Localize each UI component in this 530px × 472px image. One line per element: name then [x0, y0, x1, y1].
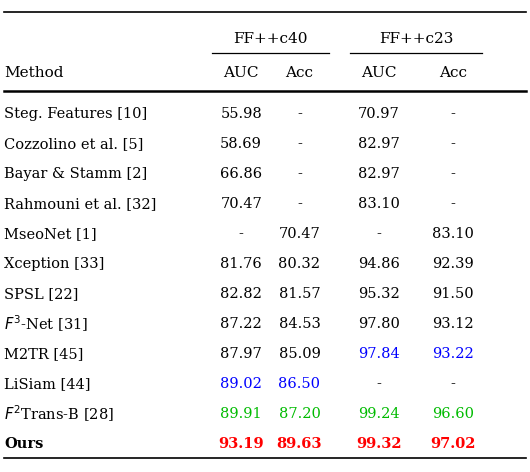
Text: Ours: Ours	[4, 437, 43, 451]
Text: 99.32: 99.32	[356, 437, 402, 451]
Text: -: -	[450, 107, 456, 121]
Text: 82.82: 82.82	[220, 287, 262, 301]
Text: -: -	[450, 137, 456, 151]
Text: AUC: AUC	[361, 66, 396, 80]
Text: 66.86: 66.86	[220, 167, 262, 181]
Text: 99.24: 99.24	[358, 407, 400, 421]
Text: -: -	[376, 377, 382, 391]
Text: LiSiam [44]: LiSiam [44]	[4, 377, 91, 391]
Text: FF++c23: FF++c23	[379, 32, 453, 46]
Text: 82.97: 82.97	[358, 167, 400, 181]
Text: 95.32: 95.32	[358, 287, 400, 301]
Text: 93.19: 93.19	[218, 437, 264, 451]
Text: -: -	[450, 167, 456, 181]
Text: 80.32: 80.32	[278, 257, 321, 271]
Text: 89.02: 89.02	[220, 377, 262, 391]
Text: 87.20: 87.20	[278, 407, 321, 421]
Text: 96.60: 96.60	[432, 407, 474, 421]
Text: -: -	[450, 377, 456, 391]
Text: 84.53: 84.53	[278, 317, 321, 331]
Text: Bayar & Stamm [2]: Bayar & Stamm [2]	[4, 167, 147, 181]
Text: 87.97: 87.97	[220, 347, 262, 361]
Text: MseoNet [1]: MseoNet [1]	[4, 227, 97, 241]
Text: M2TR [45]: M2TR [45]	[4, 347, 84, 361]
Text: Acc: Acc	[439, 66, 467, 80]
Text: 70.47: 70.47	[220, 197, 262, 211]
Text: FF++c40: FF++c40	[233, 32, 307, 46]
Text: 55.98: 55.98	[220, 107, 262, 121]
Text: 58.69: 58.69	[220, 137, 262, 151]
Text: 93.12: 93.12	[432, 317, 474, 331]
Text: $F^{2}$Trans-B [28]: $F^{2}$Trans-B [28]	[4, 404, 114, 424]
Text: -: -	[297, 167, 302, 181]
Text: 94.86: 94.86	[358, 257, 400, 271]
Text: -: -	[297, 197, 302, 211]
Text: SPSL [22]: SPSL [22]	[4, 287, 78, 301]
Text: 97.80: 97.80	[358, 317, 400, 331]
Text: -: -	[238, 227, 244, 241]
Text: 85.09: 85.09	[278, 347, 321, 361]
Text: $F^{3}$-Net [31]: $F^{3}$-Net [31]	[4, 314, 89, 334]
Text: Acc: Acc	[286, 66, 313, 80]
Text: 83.10: 83.10	[432, 227, 474, 241]
Text: -: -	[376, 227, 382, 241]
Text: 82.97: 82.97	[358, 137, 400, 151]
Text: Cozzolino et al. [5]: Cozzolino et al. [5]	[4, 137, 144, 151]
Text: 83.10: 83.10	[358, 197, 400, 211]
Text: -: -	[297, 107, 302, 121]
Text: 89.63: 89.63	[277, 437, 322, 451]
Text: Method: Method	[4, 66, 64, 80]
Text: -: -	[450, 197, 456, 211]
Text: 89.91: 89.91	[220, 407, 262, 421]
Text: Rahmouni et al. [32]: Rahmouni et al. [32]	[4, 197, 157, 211]
Text: 81.57: 81.57	[279, 287, 320, 301]
Text: 97.84: 97.84	[358, 347, 400, 361]
Text: Steg. Features [10]: Steg. Features [10]	[4, 107, 147, 121]
Text: 70.47: 70.47	[279, 227, 320, 241]
Text: 87.22: 87.22	[220, 317, 262, 331]
Text: 70.97: 70.97	[358, 107, 400, 121]
Text: -: -	[297, 137, 302, 151]
Text: 93.22: 93.22	[432, 347, 474, 361]
Text: 91.50: 91.50	[432, 287, 474, 301]
Text: 97.02: 97.02	[430, 437, 476, 451]
Text: AUC: AUC	[224, 66, 259, 80]
Text: 81.76: 81.76	[220, 257, 262, 271]
Text: 92.39: 92.39	[432, 257, 474, 271]
Text: 86.50: 86.50	[278, 377, 321, 391]
Text: Xception [33]: Xception [33]	[4, 257, 104, 271]
